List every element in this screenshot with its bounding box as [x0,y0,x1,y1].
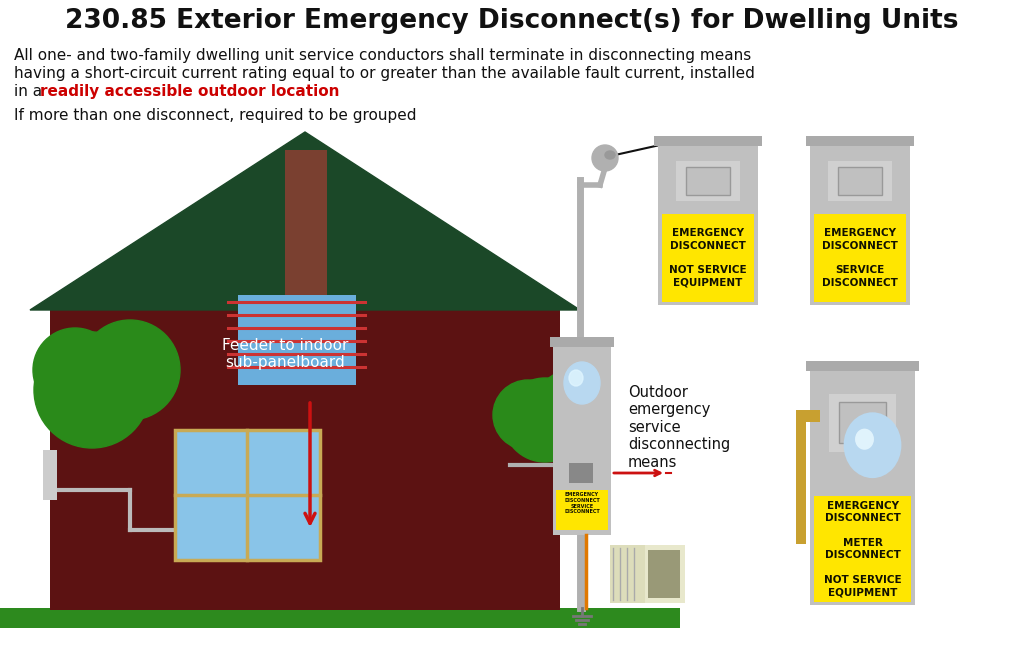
Bar [648,550,680,598]
Bar [50,310,560,610]
Bar [806,136,914,146]
Bar [796,410,820,422]
Bar [828,161,892,201]
Bar [50,490,165,608]
Circle shape [80,320,180,420]
Text: All one- and two-family dwelling unit service conductors shall terminate in disc: All one- and two-family dwelling unit se… [14,48,752,63]
Circle shape [493,380,563,450]
Bar [550,337,614,347]
Ellipse shape [844,412,901,478]
Text: EMERGENCY
DISCONNECT

NOT SERVICE
EQUIPMENT: EMERGENCY DISCONNECT NOT SERVICE EQUIPME… [670,228,746,288]
Bar [610,545,645,603]
Bar [658,145,758,305]
Circle shape [592,145,618,171]
Bar [814,496,911,602]
Bar [175,430,319,560]
Bar [285,150,327,315]
Polygon shape [30,132,580,310]
Bar [553,345,611,435]
Bar [175,430,319,560]
Ellipse shape [564,362,600,404]
Text: 230.85 Exterior Emergency Disconnect(s) for Dwelling Units: 230.85 Exterior Emergency Disconnect(s) … [66,8,958,34]
Bar [828,393,896,452]
Bar [814,214,906,302]
Text: EMERGENCY
DISCONNECT

METER
DISCONNECT

NOT SERVICE
EQUIPMENT: EMERGENCY DISCONNECT METER DISCONNECT NO… [823,501,901,597]
Text: EMERGENCY
DISCONNECT

SERVICE
DISCONNECT: EMERGENCY DISCONNECT SERVICE DISCONNECT [822,228,898,288]
Circle shape [34,332,150,448]
Text: having a short-circuit current rating equal to or greater than the available fau: having a short-circuit current rating eq… [14,66,755,81]
Bar [0,608,680,628]
Bar [654,136,762,146]
Ellipse shape [605,151,615,159]
Bar [839,403,886,444]
Bar [43,450,57,500]
Ellipse shape [569,370,583,386]
Circle shape [534,370,610,446]
Circle shape [503,378,587,462]
Text: EMERGENCY
DISCONNECT
SERVICE
DISCONNECT: EMERGENCY DISCONNECT SERVICE DISCONNECT [564,492,600,514]
Bar [676,161,740,201]
Bar [838,167,883,195]
Bar [556,490,608,530]
Bar [553,435,611,535]
Text: in a: in a [14,84,47,99]
Bar [796,422,806,544]
Bar [238,295,356,385]
Bar [610,545,685,603]
Text: Feeder to indoor
sub-panelboard: Feeder to indoor sub-panelboard [222,338,348,370]
Text: Outdoor
emergency
service
disconnecting
means: Outdoor emergency service disconnecting … [628,385,730,470]
Bar [810,145,910,305]
Circle shape [33,328,117,412]
Bar [806,361,919,371]
Text: readily accessible outdoor location: readily accessible outdoor location [40,84,340,99]
Text: If more than one disconnect, required to be grouped: If more than one disconnect, required to… [14,108,417,123]
Ellipse shape [855,428,873,449]
Bar [569,463,593,483]
Bar [810,370,915,605]
Bar [662,214,754,302]
Bar [686,167,730,195]
